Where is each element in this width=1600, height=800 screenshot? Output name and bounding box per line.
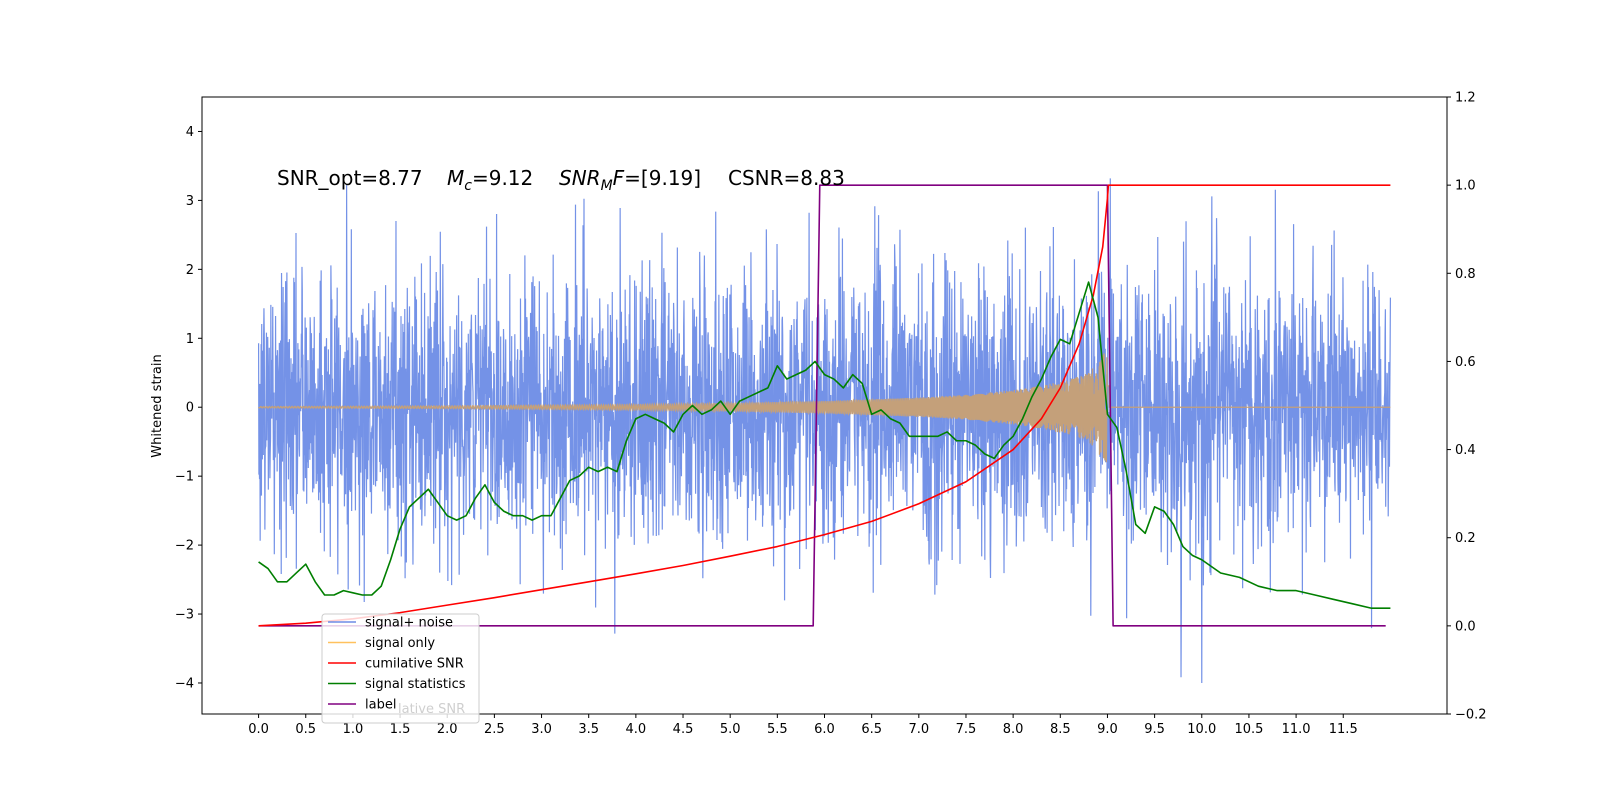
signal-only-series <box>258 353 1391 463</box>
plot-area <box>257 178 1392 683</box>
x-tick-label: 7.5 <box>956 722 977 737</box>
x-tick-label: 8.5 <box>1050 722 1071 737</box>
series-line-signal-only <box>258 353 1391 463</box>
y-left-tick-label: 1 <box>186 332 194 347</box>
legend-label: signal+ noise <box>365 616 453 631</box>
annotation-mf-var2: F <box>613 166 625 190</box>
y-right-tick-label: 0.4 <box>1455 443 1476 458</box>
x-tick-label: 7.0 <box>908 722 929 737</box>
x-axis: 0.0 0.5 1.0 1.5 2.0 2.5 3.0 3.5 4.0 4.5 5.0 5.5 6.0 6… <box>248 714 1358 737</box>
annotation-mc-var: M <box>447 166 464 190</box>
x-tick-label: 0.0 <box>248 722 269 737</box>
legend-ghost-text: lative SNR <box>398 702 465 717</box>
legend-label: signal only <box>365 636 435 651</box>
annotation-mc: Mc=9.12 <box>447 166 533 194</box>
x-tick-label: 1.5 <box>390 722 411 737</box>
annotation-mc-sub: c <box>464 178 472 194</box>
y-left-tick-label: 4 <box>186 125 194 140</box>
y-right-tick-label: 1.0 <box>1455 179 1476 194</box>
x-tick-label: 0.5 <box>295 722 316 737</box>
y-right-tick-label: 0.0 <box>1455 619 1476 634</box>
series-line-label <box>258 184 1386 627</box>
y-right-tick-label: −0.2 <box>1455 708 1487 723</box>
x-tick-label: 11.0 <box>1282 722 1311 737</box>
annotation-mc-val: =9.12 <box>472 166 533 190</box>
x-tick-label: 6.0 <box>814 722 835 737</box>
x-tick-label: 9.5 <box>1144 722 1165 737</box>
x-tick-label: 2.5 <box>484 722 505 737</box>
x-tick-label: 4.0 <box>626 722 647 737</box>
x-tick-label: 9.0 <box>1097 722 1118 737</box>
legend: lative SNR signal+ noise signal only cumil… <box>321 613 480 724</box>
x-tick-label: 3.0 <box>531 722 552 737</box>
y-left-tick-label: −3 <box>175 608 194 623</box>
y-axis-left-label: Whitened strain <box>150 354 165 457</box>
x-tick-label: 11.5 <box>1329 722 1358 737</box>
y-left-tick-label: −2 <box>175 539 194 554</box>
y-left-tick-label: 0 <box>186 401 194 416</box>
y-left-tick-label: −4 <box>175 676 194 691</box>
snr-annotation: SNR_opt=8.77 Mc=9.12 SNRMF=[9.19] CSNR=8… <box>277 166 845 194</box>
y-left-tick-label: −1 <box>175 470 194 485</box>
annotation-mf-val: =[9.19] <box>624 166 701 190</box>
series-line-cumilative-snr <box>258 184 1391 627</box>
legend-entries: signal+ noise signal only cumilative SNR si… <box>328 616 466 713</box>
y-axis-left: −4 −3 −2 −1 0 1 2 3 4 <box>175 125 202 691</box>
annotation-snr-opt: SNR_opt=8.77 <box>277 166 423 190</box>
right-axis-series <box>258 184 1391 627</box>
y-axis-right: −0.2 0.0 0.2 0.4 0.6 0.8 1.0 1.2 <box>1447 91 1487 723</box>
y-right-tick-label: 0.2 <box>1455 531 1476 546</box>
series-line-signal-statistics <box>258 281 1391 610</box>
legend-label: cumilative SNR <box>365 657 464 672</box>
y-right-tick-label: 1.2 <box>1455 91 1476 106</box>
annotation-mf-var: SNR <box>559 166 601 190</box>
x-tick-label: 10.5 <box>1234 722 1263 737</box>
x-tick-label: 1.0 <box>343 722 364 737</box>
x-tick-label: 8.0 <box>1003 722 1024 737</box>
legend-label: signal statistics <box>365 677 466 692</box>
annotation-mf-sub: M <box>601 178 613 194</box>
y-right-tick-label: 0.8 <box>1455 267 1476 282</box>
series-line-signal-noise <box>257 178 1392 683</box>
x-tick-label: 5.5 <box>767 722 788 737</box>
y-left-tick-label: 3 <box>186 194 194 209</box>
x-tick-label: 6.5 <box>861 722 882 737</box>
annotation-csnr: CSNR=8.83 <box>728 166 845 190</box>
x-tick-label: 3.5 <box>578 722 599 737</box>
legend-box <box>321 613 480 724</box>
x-tick-label: 5.0 <box>720 722 741 737</box>
annotation-mf: SNRMF=[9.19] <box>559 166 701 194</box>
y-right-tick-label: 0.6 <box>1455 355 1476 370</box>
legend-label: label <box>365 698 396 713</box>
y-left-tick-label: 2 <box>186 263 194 278</box>
signal-noise-series <box>257 178 1392 683</box>
x-tick-label: 10.0 <box>1187 722 1216 737</box>
x-tick-label: 4.5 <box>673 722 694 737</box>
x-tick-label: 2.0 <box>437 722 458 737</box>
